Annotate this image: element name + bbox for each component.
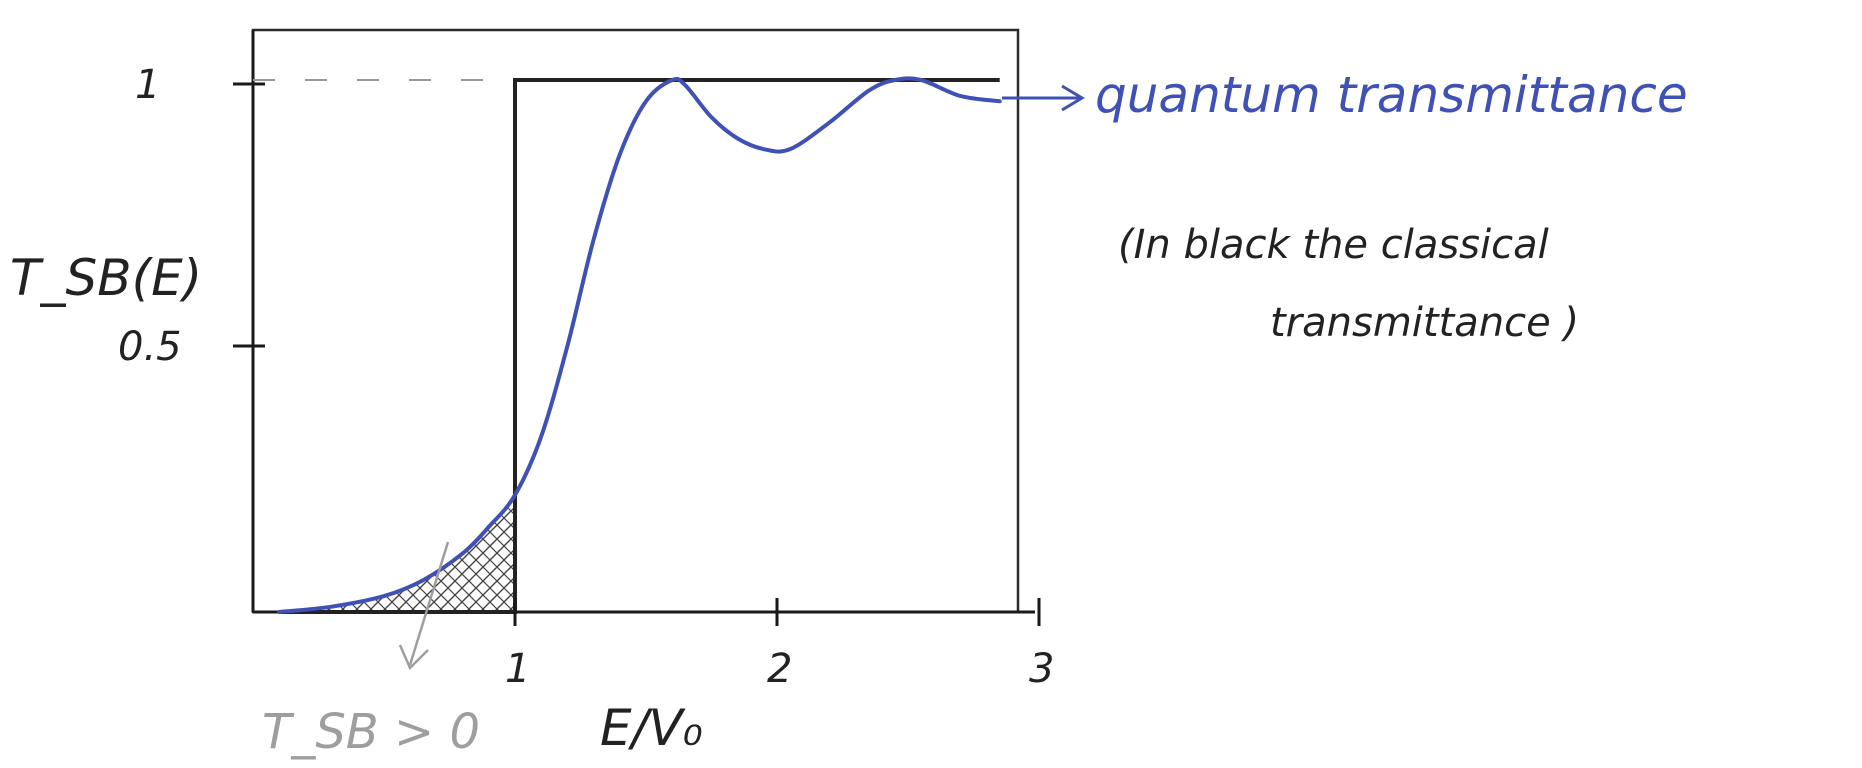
- x-ticks: 1 2 3: [505, 598, 1054, 692]
- annotation-tunneling: T_SB > 0: [262, 704, 480, 760]
- quantum-arrow: [1002, 84, 1085, 112]
- x-tick-label-0: 1: [505, 646, 530, 692]
- tunneling-arrow: [398, 541, 450, 671]
- tunneling-hatched-area: [279, 494, 515, 612]
- annotation-quantum-transmittance: quantum transmittance: [1095, 66, 1688, 124]
- series-quantum-transmittance: [277, 76, 1002, 614]
- y-tick-label-0: 0.5: [118, 324, 182, 370]
- x-axis-label: E/V₀: [600, 699, 703, 757]
- annotation-classical-line-2: transmittance ): [1270, 300, 1579, 346]
- x-tick-label-1: 2: [767, 646, 792, 692]
- series-classical-transmittance: [279, 78, 1000, 614]
- annotation-classical-line-1: (In black the classical: [1118, 222, 1549, 268]
- x-tick-label-2: 3: [1029, 646, 1054, 692]
- y-ticks: 0.51: [118, 62, 265, 370]
- y-axis-label: T_SB(E): [10, 249, 202, 307]
- y-tick-label-1: 1: [135, 62, 160, 108]
